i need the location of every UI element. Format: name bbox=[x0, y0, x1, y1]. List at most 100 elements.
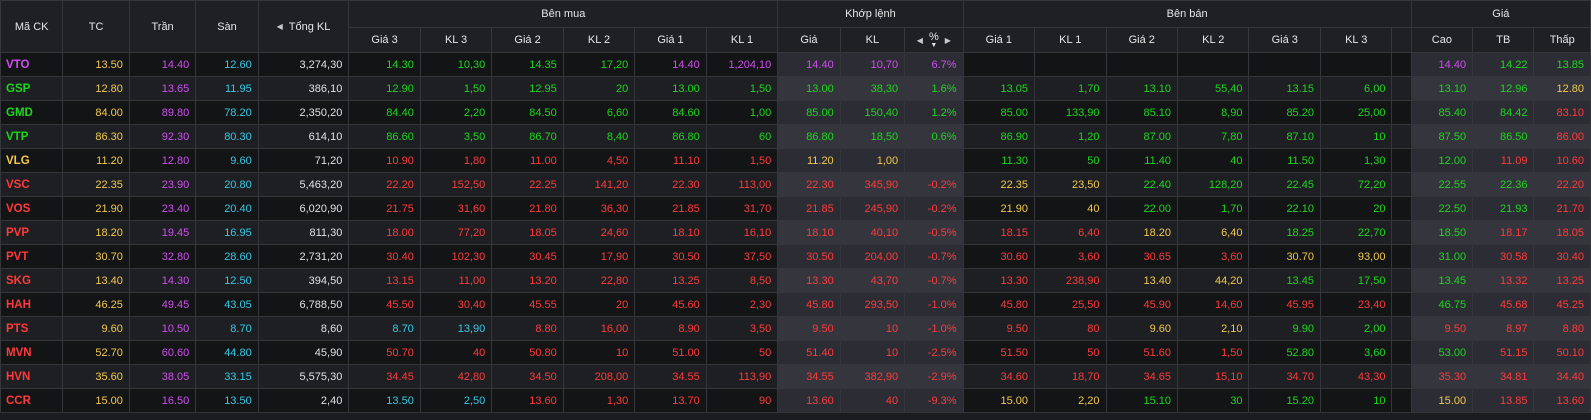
stock-row-vto[interactable]: VTO 13.50 14.40 12.60 3,274,30 14.30 10,30 14.3… bbox=[0, 52, 1591, 77]
triangle-right-icon[interactable]: ▶ bbox=[944, 35, 951, 45]
ask-price-3: 22.10 bbox=[1248, 196, 1321, 221]
stock-row-hah[interactable]: HAH 46.25 49.45 43.05 6,788,50 45.50 30,40 45.5… bbox=[0, 292, 1591, 317]
stock-symbol[interactable]: VTO bbox=[0, 52, 64, 77]
col-header-ask-price-1[interactable]: Giá 1 bbox=[962, 27, 1036, 53]
match-volume: 204,00 bbox=[839, 244, 906, 269]
average-price: 11.09 bbox=[1472, 148, 1535, 173]
change-pct: -0.2% bbox=[904, 172, 964, 197]
low-price: 50.10 bbox=[1533, 340, 1591, 365]
stock-row-vos[interactable]: VOS 21.90 23.40 20.40 6,020,90 21.75 31,60 21.8… bbox=[0, 196, 1591, 221]
stock-symbol[interactable]: MVN bbox=[0, 340, 64, 365]
spacer-cell bbox=[1391, 388, 1412, 413]
stock-row-gsp[interactable]: GSP 12.80 13.65 11.95 386,10 12.90 1,50 12.95 20… bbox=[0, 76, 1591, 101]
stock-symbol[interactable]: SKG bbox=[0, 268, 64, 293]
stock-symbol[interactable]: HVN bbox=[0, 364, 64, 389]
stock-symbol[interactable]: VTP bbox=[0, 124, 64, 149]
col-header-change-pct[interactable]: ◀ % ▼ ▶ bbox=[904, 27, 964, 53]
ask-price-1: 22.35 bbox=[962, 172, 1036, 197]
col-header-match-price[interactable]: Giá bbox=[777, 27, 841, 53]
match-price: 85.00 bbox=[777, 100, 841, 125]
match-price: 18.10 bbox=[777, 220, 841, 245]
col-header-ask-vol-3[interactable]: KL 3 bbox=[1319, 27, 1393, 53]
stock-row-skg[interactable]: SKG 13.40 14.30 12.50 394,50 13.15 11,00 13.20 2… bbox=[0, 268, 1591, 293]
change-pct bbox=[904, 148, 964, 173]
stock-symbol[interactable]: VSC bbox=[0, 172, 64, 197]
col-header-bid-price-3[interactable]: Giá 3 bbox=[348, 27, 421, 53]
stock-row-ccr[interactable]: CCR 15.00 16.50 13.50 2,40 13.50 2,50 13.60 1,30… bbox=[0, 388, 1591, 413]
stock-symbol[interactable]: GSP bbox=[0, 76, 64, 101]
bid-vol-3: 77,20 bbox=[419, 220, 493, 245]
stock-row-hvn[interactable]: HVN 35.60 38.05 33.15 5,575,30 34.45 42,80 34.5… bbox=[0, 364, 1591, 389]
low-price: 22.20 bbox=[1533, 172, 1591, 197]
bid-price-3: 10.90 bbox=[348, 148, 421, 173]
floor-price: 28.60 bbox=[195, 244, 259, 269]
col-header-ask-vol-1[interactable]: KL 1 bbox=[1034, 27, 1107, 53]
high-price: 18.50 bbox=[1410, 220, 1474, 245]
ask-vol-1: 2,20 bbox=[1034, 388, 1107, 413]
sort-down-icon[interactable]: ▼ bbox=[930, 42, 938, 49]
stock-row-pvp[interactable]: PVP 18.20 19.45 16.95 811,30 18.00 77,20 18.05 2… bbox=[0, 220, 1591, 245]
ask-vol-1: 25,50 bbox=[1034, 292, 1107, 317]
col-header-ask-price-2[interactable]: Giá 2 bbox=[1105, 27, 1179, 53]
change-pct: 1.2% bbox=[904, 100, 964, 125]
average-price: 30.58 bbox=[1472, 244, 1535, 269]
stock-symbol[interactable]: VLG bbox=[0, 148, 64, 173]
stock-row-vsc[interactable]: VSC 22.35 23.90 20.80 5,463,20 22.20 152,50 22.… bbox=[0, 172, 1591, 197]
col-header-total-volume[interactable]: ◀ Tổng KL bbox=[257, 0, 350, 53]
col-header-low[interactable]: Thấp bbox=[1533, 27, 1591, 53]
spacer-cell bbox=[1391, 244, 1412, 269]
ask-price-1: 34.60 bbox=[962, 364, 1036, 389]
stock-symbol[interactable]: CCR bbox=[0, 388, 64, 413]
triangle-left-icon[interactable]: ◀ bbox=[916, 35, 923, 45]
stock-symbol[interactable]: HAH bbox=[0, 292, 64, 317]
stock-row-vlg[interactable]: VLG 11.20 12.80 9.60 71,20 10.90 1,80 11.00 4,50… bbox=[0, 148, 1591, 173]
ask-vol-2 bbox=[1176, 52, 1250, 77]
col-header-reference[interactable]: TC bbox=[62, 0, 130, 53]
ask-price-1: 9.50 bbox=[962, 316, 1036, 341]
col-header-bid-vol-3[interactable]: KL 3 bbox=[419, 27, 493, 53]
high-price: 53.00 bbox=[1410, 340, 1474, 365]
match-volume: 293,50 bbox=[839, 292, 906, 317]
bid-vol-3: 1,50 bbox=[419, 76, 493, 101]
ask-price-2: 13.10 bbox=[1105, 76, 1179, 101]
stock-row-pvt[interactable]: PVT 30.70 32.80 28.60 2,731,20 30.40 102,30 30.… bbox=[0, 244, 1591, 269]
average-price: 14.22 bbox=[1472, 52, 1535, 77]
total-volume: 811,30 bbox=[257, 220, 350, 245]
stock-symbol[interactable]: PVT bbox=[0, 244, 64, 269]
ask-vol-1 bbox=[1034, 52, 1107, 77]
spacer-cell bbox=[1391, 220, 1412, 245]
col-header-bid-vol-1[interactable]: KL 1 bbox=[705, 27, 779, 53]
reference-price: 11.20 bbox=[62, 148, 130, 173]
col-header-bid-price-2[interactable]: Giá 2 bbox=[491, 27, 564, 53]
col-header-high[interactable]: Cao bbox=[1410, 27, 1474, 53]
col-header-match-volume[interactable]: KL bbox=[839, 27, 906, 53]
ask-price-1: 18.15 bbox=[962, 220, 1036, 245]
stock-row-gmd[interactable]: GMD 84.00 89.80 78.20 2,350,20 84.40 2,20 84.50… bbox=[0, 100, 1591, 125]
match-price: 51.40 bbox=[777, 340, 841, 365]
low-price: 21.70 bbox=[1533, 196, 1591, 221]
stock-symbol[interactable]: PTS bbox=[0, 316, 64, 341]
stock-row-pts[interactable]: PTS 9.60 10.50 8.70 8,60 8.70 13,90 8.80 16,00 8.… bbox=[0, 316, 1591, 341]
ask-vol-1: 1,20 bbox=[1034, 124, 1107, 149]
stock-row-mvn[interactable]: MVN 52.70 60.60 44.80 45,90 50.70 40 50.80 10 51.… bbox=[0, 340, 1591, 365]
triangle-left-icon[interactable]: ◀ bbox=[276, 22, 283, 31]
col-header-floor[interactable]: Sàn bbox=[195, 0, 259, 53]
match-price: 34.55 bbox=[777, 364, 841, 389]
col-header-ceiling[interactable]: Trần bbox=[128, 0, 197, 53]
stock-symbol[interactable]: GMD bbox=[0, 100, 64, 125]
stock-symbol[interactable]: VOS bbox=[0, 196, 64, 221]
match-price: 13.30 bbox=[777, 268, 841, 293]
bid-vol-1: 16,10 bbox=[705, 220, 779, 245]
stock-row-vtp[interactable]: VTP 86.30 92.30 80.30 614,10 86.60 3,50 86.70 8,… bbox=[0, 124, 1591, 149]
bid-price-2: 18.05 bbox=[491, 220, 564, 245]
col-header-ask-price-3[interactable]: Giá 3 bbox=[1248, 27, 1321, 53]
col-header-average[interactable]: TB bbox=[1472, 27, 1535, 53]
high-price: 15.00 bbox=[1410, 388, 1474, 413]
col-header-ask-vol-2[interactable]: KL 2 bbox=[1176, 27, 1250, 53]
spacer-cell bbox=[1391, 196, 1412, 221]
bid-price-3: 86.60 bbox=[348, 124, 421, 149]
col-header-bid-vol-2[interactable]: KL 2 bbox=[562, 27, 636, 53]
stock-symbol[interactable]: PVP bbox=[0, 220, 64, 245]
col-header-bid-price-1[interactable]: Giá 1 bbox=[634, 27, 707, 53]
col-header-symbol[interactable]: Mã CK bbox=[0, 0, 64, 53]
